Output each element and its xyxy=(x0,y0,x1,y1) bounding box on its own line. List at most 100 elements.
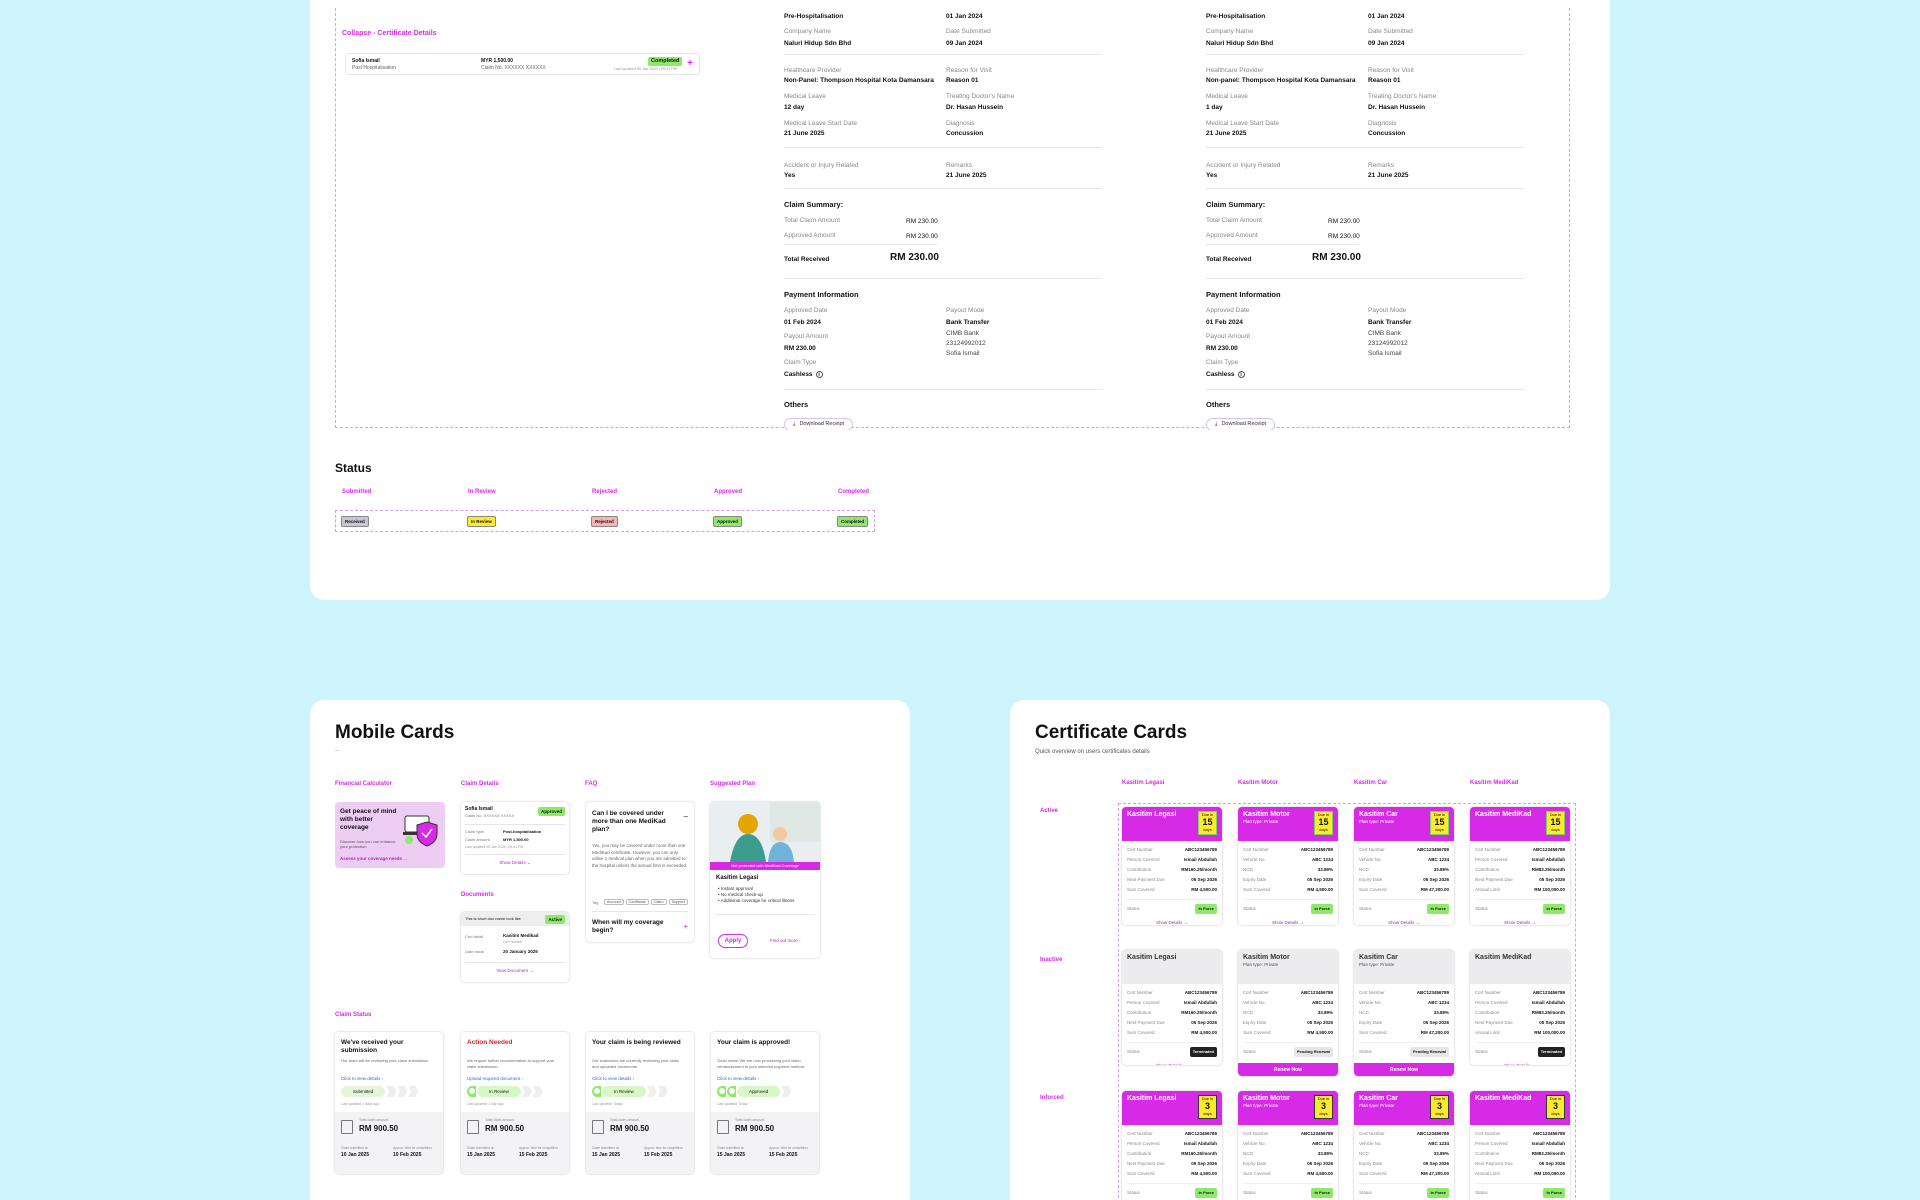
cert-field-label: Sum Covered xyxy=(1243,887,1271,892)
find-out-more-link[interactable]: Find out more › xyxy=(770,938,801,943)
show-details-link[interactable]: Show Details → xyxy=(1122,1063,1222,1065)
certificate-card[interactable]: Kasitim Legasi Due in 3 days Cert Number ABC1… xyxy=(1122,1091,1222,1200)
date-submitted-label: Date Submitted xyxy=(1368,28,1413,35)
cert-field-label: Expiry Date xyxy=(1359,1161,1383,1166)
cert-field-value: Ismail Abdullah xyxy=(1183,857,1217,862)
cert-field-value: ABC 1234 xyxy=(1311,1141,1333,1146)
renew-now-button[interactable]: Renew Now xyxy=(1238,1063,1338,1076)
cert-field-value: ABC123456789 xyxy=(1184,1131,1217,1136)
divider xyxy=(1127,899,1217,900)
certificate-row[interactable]: Sofia Ismail Post Hospitalisation MYR 1,… xyxy=(345,53,700,75)
label-faq: FAQ xyxy=(585,781,598,787)
faq-card: Can I be covered under more than one Med… xyxy=(586,802,694,942)
due-days: 15 xyxy=(1550,817,1561,827)
cert-status-badge: In Force xyxy=(1427,1188,1449,1198)
info-icon[interactable]: i xyxy=(1237,371,1245,378)
certificate-card[interactable]: Kasitim Car Plan type: Private Due in 3 days… xyxy=(1354,1091,1454,1200)
doctor-label: Treating Doctor's Name xyxy=(946,93,1015,100)
expand-icon[interactable]: + xyxy=(683,922,688,931)
certificate-card[interactable]: Kasitim MediKad Due in 15 days Cert Number AB… xyxy=(1470,807,1570,925)
cert-field-row: Cert Number ABC123456789 xyxy=(1470,1129,1570,1139)
certificate-card[interactable]: Kasitim MediKad Cert Number ABC123456789 Pe… xyxy=(1470,950,1570,1065)
due-top: Due in xyxy=(1549,1096,1562,1101)
apply-button[interactable]: Apply xyxy=(718,934,748,948)
show-details-link[interactable]: Show Details → xyxy=(1470,920,1570,925)
claim-status-card[interactable]: Your claim is being reviewed Our evaluato… xyxy=(586,1032,694,1174)
claim-status-card[interactable]: We've received your submission Our team w… xyxy=(335,1032,443,1174)
status-card-link[interactable]: Click to view details › xyxy=(592,1076,634,1081)
cert-field-label: Next Payment Due xyxy=(1475,1161,1513,1166)
cert-field-value: 05 Sep 2026 xyxy=(1191,1161,1217,1166)
cert-field-value: RM 47,200.00 xyxy=(1420,887,1449,892)
faq-question-1[interactable]: Can I be covered under more than one Med… xyxy=(592,810,666,833)
plan-benefit-text: No medical check-up xyxy=(720,892,763,897)
certificate-card[interactable]: Kasitim Legasi Cert Number ABC123456789 Per… xyxy=(1122,950,1222,1065)
divider xyxy=(784,54,1102,55)
shield-illustration-icon xyxy=(403,815,438,847)
status-card-link[interactable]: Click to view details › xyxy=(717,1076,759,1081)
download-receipt-label: Download Receipt xyxy=(799,421,845,427)
cert-field-label: Annual Limit xyxy=(1475,1171,1500,1176)
status-card-link[interactable]: Upload required document › xyxy=(467,1076,523,1081)
cert-field-value: 33.89% xyxy=(1433,867,1449,872)
show-details-link[interactable]: Show Details → xyxy=(1354,920,1454,925)
cert-field-row: NCD 33.89% xyxy=(1238,1008,1338,1018)
certificate-card[interactable]: Kasitim MediKad Due in 3 days Cert Number ABC… xyxy=(1470,1091,1570,1200)
cert-row-label: Active xyxy=(1040,808,1059,814)
certificate-card[interactable]: Kasitim Car Plan type: Private Cert Number… xyxy=(1354,950,1454,1076)
faq-tag[interactable]: Support xyxy=(668,899,688,905)
claim-status-card[interactable]: Your claim is approved! Good news! We are… xyxy=(711,1032,819,1174)
approved-date-label: Approved Date xyxy=(1206,307,1250,314)
cert-field-label: Vehicle No. xyxy=(1359,857,1382,862)
claim-detail-card[interactable]: Sofia Ismail Claim No. XXXXXX XXXXX Appr… xyxy=(461,802,569,874)
download-receipt-button[interactable]: ⤓ Download Receipt xyxy=(784,418,854,430)
progress-step-pending xyxy=(408,1086,419,1097)
progress-stepper: Approved xyxy=(717,1086,792,1097)
status-card-link[interactable]: Click to view details › xyxy=(341,1076,383,1081)
show-details-link[interactable]: Show Details → xyxy=(1238,920,1338,925)
faq-question-2[interactable]: When will my coverage begin? xyxy=(592,919,664,934)
certificate-card[interactable]: Kasitim Legasi Due in 15 days Cert Number ABC… xyxy=(1122,807,1222,925)
cert-field-row: Person Covered Ismail Abdullah xyxy=(1122,855,1222,865)
status-card-link-label: Click to view details xyxy=(341,1076,381,1081)
claim-status-card[interactable]: Action Needed We require further document… xyxy=(461,1032,569,1174)
certificate-card[interactable]: Kasitim Motor Plan type: Private Due in 15 d… xyxy=(1238,807,1338,925)
faq-tag[interactable]: Claim xyxy=(650,899,667,905)
certificate-card[interactable]: Kasitim Motor Plan type: Private Due in 3 da… xyxy=(1238,1091,1338,1200)
expand-icon[interactable]: + xyxy=(687,58,693,69)
info-icon[interactable]: i xyxy=(815,371,823,378)
collapse-link[interactable]: Collapse - Certificate Details xyxy=(342,30,437,37)
show-details-link[interactable]: Show Details → xyxy=(1122,920,1222,925)
faq-tag[interactable]: Certificate xyxy=(625,899,649,905)
renew-now-button[interactable]: Renew Now xyxy=(1354,1063,1454,1076)
cert-field-label: Cert Number xyxy=(1359,990,1385,995)
financial-calculator-card[interactable]: Get peace of mind with better coverage D… xyxy=(335,802,445,868)
document-card[interactable]: This is short doc name look like Active … xyxy=(461,912,569,982)
status-card-link-label: Upload required document xyxy=(467,1076,521,1081)
cert-field-label: Next Payment Due xyxy=(1127,1020,1165,1025)
collapse-icon[interactable]: – xyxy=(683,812,688,821)
cert-field-value: Ismail Abdullah xyxy=(1531,1141,1565,1146)
show-details-link[interactable]: Show Details → xyxy=(1470,1063,1570,1065)
show-details-link[interactable]: Show Details ⌄ xyxy=(499,860,531,865)
plan-benefit-item: • Instant approval xyxy=(718,886,794,892)
calc-link[interactable]: Assess your coverage needs → xyxy=(340,856,408,861)
claim-summary-title: Claim Summary: xyxy=(1206,200,1266,209)
cert-status-label: Status xyxy=(1475,1049,1488,1054)
faq-tag[interactable]: Account xyxy=(604,899,624,905)
certificate-card[interactable]: Kasitim Car Plan type: Private Due in 15 day… xyxy=(1354,807,1454,925)
cert-card-body: Cert Number ABC123456789 Person Covered Ism… xyxy=(1122,841,1222,925)
cert-card-body: Cert Number ABC123456789 Person Covered Ism… xyxy=(1122,1125,1222,1198)
due-days: 3 xyxy=(1552,1101,1558,1111)
cert-status-row: Status In Force xyxy=(1122,904,1222,914)
cert-card-header: Kasitim Motor Plan type: Private Due in 15 d… xyxy=(1238,807,1338,841)
cert-field-row: Contribution RM83.25/month xyxy=(1470,1149,1570,1159)
cert-field-row: Vehicle No. ABC 1234 xyxy=(1354,855,1454,865)
download-receipt-button[interactable]: ⤓ Download Receipt xyxy=(1206,418,1276,430)
view-document-link[interactable]: View Document → xyxy=(496,968,534,973)
cert-field-row: Expiry Date 05 Sep 2026 xyxy=(1238,1018,1338,1028)
cert-field-value: 05 Sep 2026 xyxy=(1191,877,1217,882)
cert-field-row: Annual Limit RM 100,000.00 xyxy=(1470,885,1570,895)
certificate-card[interactable]: Kasitim Motor Plan type: Private Cert Numb… xyxy=(1238,950,1338,1076)
cert-field-row: Expiry Date 05 Sep 2026 xyxy=(1354,1159,1454,1169)
